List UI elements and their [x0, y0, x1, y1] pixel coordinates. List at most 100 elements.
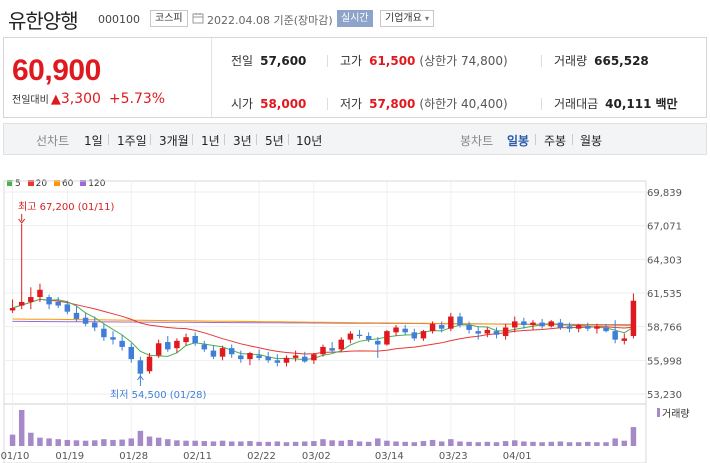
candle-body [338, 339, 344, 350]
open-price: 시가 58,000 [231, 97, 307, 111]
volume-bar [521, 441, 527, 446]
candle-body [557, 322, 564, 328]
candle-body [548, 321, 554, 327]
candle-body [575, 325, 582, 329]
volume-bar [512, 440, 518, 446]
volume-bar [530, 441, 536, 446]
volume-bar [411, 442, 418, 446]
period-1w[interactable]: 1주일 [117, 134, 147, 148]
volume-bar [247, 441, 253, 446]
volume-bar [183, 440, 189, 446]
volume-bar [302, 441, 308, 446]
volume-bar [228, 441, 235, 446]
candle-body [192, 335, 198, 344]
candle-body [347, 333, 354, 340]
y-tick-label: 58,766 [647, 323, 682, 334]
change-label: 전일대비 [12, 95, 49, 106]
candle-body [466, 325, 472, 330]
candle-body [146, 356, 153, 372]
line-chart-tab[interactable]: 선차트 [36, 134, 70, 148]
period-3m[interactable]: 3개월 [159, 134, 189, 148]
candle-body [256, 355, 262, 358]
candle-body [183, 337, 189, 343]
company-overview-dropdown[interactable]: 기업개요 ▾ [380, 10, 435, 27]
candle-body [484, 329, 491, 334]
candle-body [219, 348, 226, 357]
volume-bar [612, 438, 618, 446]
volume-bar [46, 438, 52, 446]
candle-body [101, 328, 107, 338]
candle-body [420, 331, 427, 339]
low-annotation: 최저 54,500 (01/28) [110, 389, 206, 401]
quote-date: 2022.04.08 기준(장마감) [207, 14, 333, 27]
period-1d[interactable]: 1일 [84, 134, 103, 148]
change-amount: 3,300 [60, 91, 101, 107]
candle-body [311, 354, 317, 361]
ma20-swatch [27, 180, 34, 186]
volume-bar [55, 439, 61, 446]
candle-body [585, 326, 591, 329]
period-1y[interactable]: 1년 [201, 134, 220, 148]
candle-body [37, 289, 43, 298]
candle-body [457, 316, 463, 326]
volume-bar [256, 441, 262, 446]
volume-bar [210, 441, 217, 446]
candle-body [621, 338, 628, 341]
candle-body [55, 301, 61, 306]
candle-weekly[interactable]: 주봉 [544, 134, 567, 148]
candle-body [302, 356, 308, 362]
candle-body [137, 360, 144, 374]
y-tick-label: 61,535 [647, 289, 682, 300]
market-badge: 코스피 [150, 10, 188, 27]
x-tick-label: 02/22 [247, 451, 276, 462]
y-tick-label: 53,230 [647, 390, 682, 401]
candle-body [18, 301, 25, 306]
candle-body [292, 355, 299, 358]
volume: 거래량 665,528 [554, 54, 649, 68]
volume-bar [466, 441, 472, 446]
candle-body [274, 360, 281, 363]
candle-daily[interactable]: 일봉 [507, 134, 530, 148]
period-3y[interactable]: 3년 [233, 134, 252, 148]
volume-bar [274, 441, 281, 446]
day-high: 고가 61,500 (상한가 74,800) [340, 54, 508, 68]
candle-body [502, 327, 509, 336]
period-10y[interactable]: 10년 [296, 134, 323, 148]
y-tick-label: 67,071 [647, 222, 682, 233]
candle-body [539, 322, 545, 327]
volume-bar [438, 441, 445, 446]
period-5y[interactable]: 5년 [265, 134, 284, 148]
candle-body [82, 317, 89, 324]
volume-bar [320, 439, 326, 446]
x-tick-label: 02/11 [183, 451, 212, 462]
candle-body [411, 332, 418, 339]
candle-body [512, 321, 518, 328]
volume-legend-swatch [657, 408, 660, 417]
volume-bar [375, 438, 381, 446]
candle-chart-tab[interactable]: 봉차트 [460, 134, 494, 148]
candle-body [128, 346, 134, 360]
volume-bar [192, 440, 198, 446]
volume-bar [630, 427, 637, 446]
candle-body [238, 355, 244, 360]
candle-body [174, 340, 180, 349]
realtime-button[interactable]: 실시간 [337, 10, 373, 27]
volume-bar [539, 442, 545, 446]
candle-body [165, 342, 171, 350]
volume-bar [429, 439, 436, 446]
volume-bar [448, 439, 454, 446]
volume-bar [585, 441, 591, 446]
trade-amount: 거래대금 40,111 백만 [554, 97, 678, 111]
calendar-icon [192, 13, 204, 24]
candle-body [73, 312, 80, 319]
candle-body [64, 304, 71, 312]
stock-name[interactable]: 유한양행 [8, 9, 79, 33]
candle-body [320, 346, 326, 355]
low-arrowhead [136, 375, 144, 381]
quote-panel: 60,900 전일대비 ▲3,300 +5.73% 전일 57,600 고가 61,50… [3, 37, 707, 118]
candle-monthly[interactable]: 월봉 [580, 134, 603, 148]
chevron-down-icon: ▾ [425, 14, 430, 23]
candle-body [594, 326, 600, 329]
candle-body [265, 356, 271, 361]
